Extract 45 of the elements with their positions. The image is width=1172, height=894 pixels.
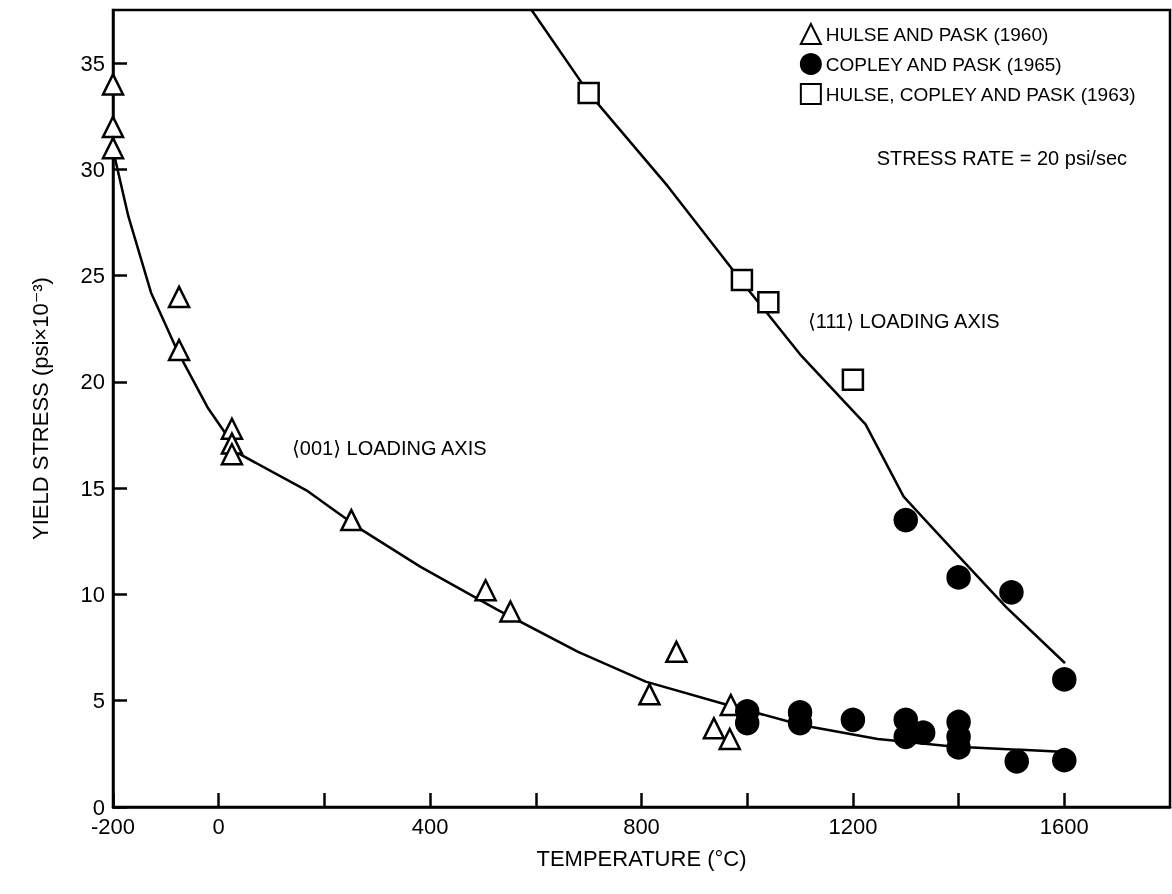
- point: [101, 115, 125, 139]
- point: [946, 565, 971, 590]
- legend-label: HULSE AND PASK (1960): [825, 23, 1049, 45]
- point: [340, 508, 363, 532]
- x-tick-label: 0: [212, 813, 225, 839]
- point: [1052, 748, 1077, 773]
- point: [220, 442, 244, 466]
- x-tick-label: 1600: [1039, 813, 1089, 839]
- point: [841, 368, 865, 392]
- y-tick-label: 5: [92, 688, 105, 714]
- y-tick-label: 35: [80, 50, 105, 76]
- x-tick-label: 400: [411, 813, 449, 839]
- y-tick-label: 10: [80, 581, 105, 607]
- point: [893, 507, 918, 533]
- point: [577, 81, 600, 105]
- y-tick-label: 25: [80, 263, 105, 289]
- y-tick-label: 0: [92, 794, 105, 820]
- annotation: ⟨001⟩ LOADING AXIS: [292, 437, 487, 459]
- point: [730, 268, 754, 292]
- point: [702, 717, 726, 740]
- y-tick-label: 30: [80, 156, 105, 182]
- y-tick-label: 15: [80, 475, 105, 501]
- point: [757, 290, 780, 314]
- point: [1052, 667, 1077, 692]
- point: [665, 640, 688, 664]
- point: [474, 578, 497, 602]
- point: [499, 600, 522, 623]
- point: [167, 338, 191, 362]
- x-tick-label: 800: [623, 813, 660, 839]
- point: [638, 683, 661, 706]
- annotation: STRESS RATE = 20 psi/sec: [876, 147, 1128, 169]
- y-axis-title: YIELD STRESS (psi×10⁻³): [27, 277, 53, 540]
- legend-label: HULSE, COPLEY AND PASK (1963): [825, 83, 1136, 105]
- x-axis-title: TEMPERATURE (°C): [536, 845, 747, 871]
- x-tick-label: 1200: [828, 813, 878, 839]
- annotation: ⟨111⟩ LOADING AXIS: [808, 310, 1000, 332]
- point: [999, 580, 1024, 605]
- legend-label: COPLEY AND PASK (1965): [825, 53, 1062, 75]
- point: [101, 136, 125, 160]
- point: [167, 285, 191, 309]
- y-tick-label: 20: [80, 369, 105, 395]
- point: [840, 707, 866, 733]
- point: [101, 73, 125, 96]
- point: [718, 727, 742, 751]
- point: [1004, 749, 1029, 774]
